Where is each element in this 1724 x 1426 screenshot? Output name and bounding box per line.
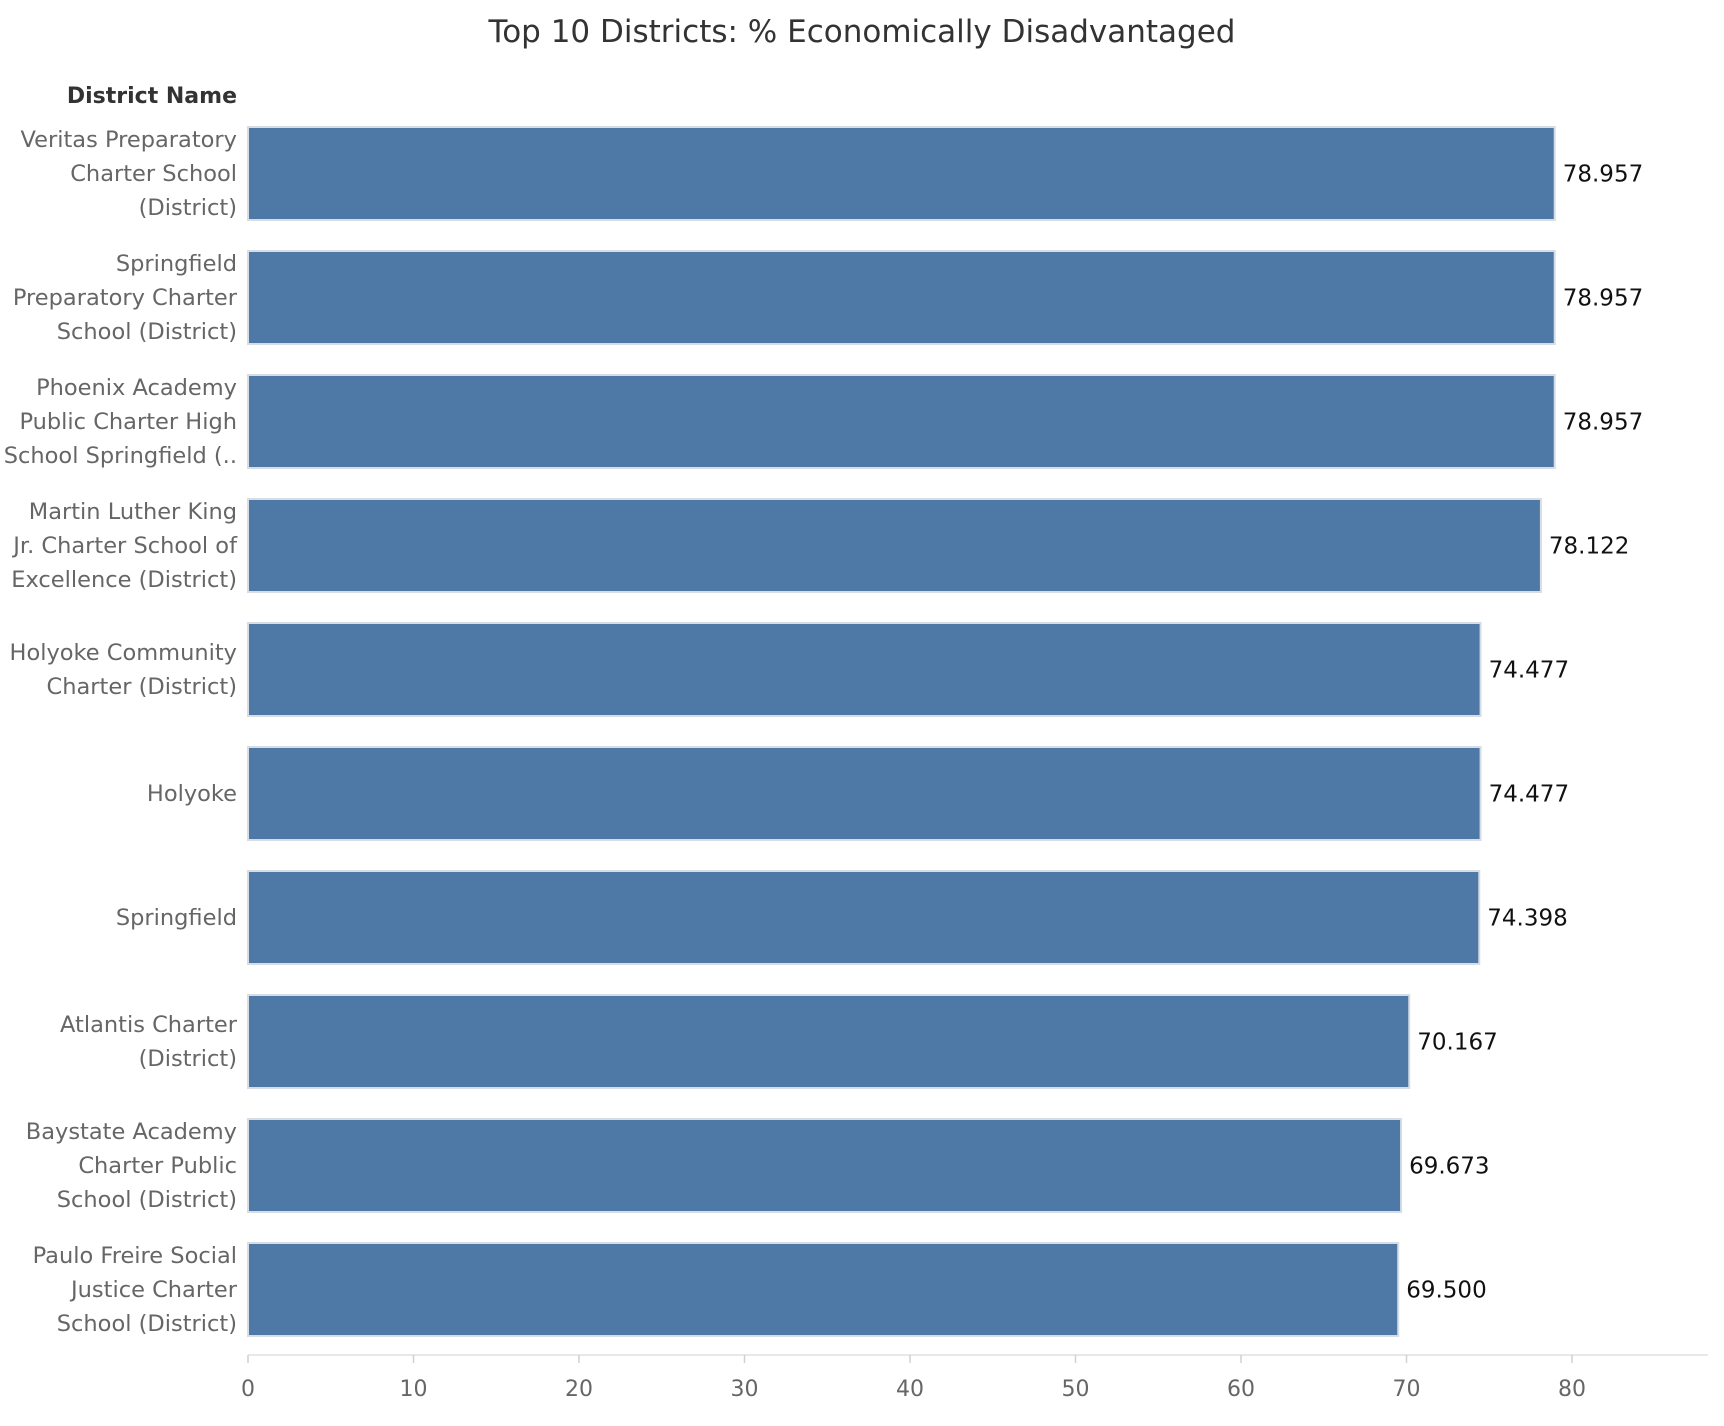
category-label-line: Holyoke: [146, 780, 237, 807]
category-label: Phoenix Academy Public Charter High School…: [2, 375, 237, 469]
chart-title: Top 10 Districts: % Economically Disadva…: [488, 14, 1236, 50]
category-label-line: (District): [138, 194, 237, 221]
category-label-line: Martin Luther King: [28, 498, 237, 525]
x-tick-label: 80: [1558, 1377, 1586, 1402]
category-label-line: School (District): [56, 1186, 237, 1213]
x-tick-label: 40: [896, 1377, 924, 1402]
bar[interactable]: [247, 1242, 1400, 1337]
category-label: Paulo Freire Social Justice Charter School…: [2, 1243, 237, 1337]
category-label: Baystate Academy Charter Public School (Di…: [2, 1119, 237, 1213]
x-tick-label: 50: [1062, 1377, 1090, 1402]
category-label-line: Charter Public: [78, 1152, 237, 1179]
category-label-line: Charter School: [70, 160, 237, 187]
bar[interactable]: [247, 622, 1482, 717]
x-tick-label: 10: [400, 1377, 428, 1402]
bar[interactable]: [247, 994, 1411, 1089]
category-label-line: Springfield: [115, 904, 237, 931]
category-label-line: Springfield: [115, 250, 237, 277]
category-label-line: Phoenix Academy: [36, 374, 237, 401]
category-label: Springfield: [2, 871, 237, 964]
category-label-line: School Springfield (..: [3, 442, 237, 469]
category-label: Atlantis Charter (District): [2, 995, 237, 1088]
category-label: Veritas Preparatory Charter School (Distri…: [2, 127, 237, 221]
category-label-line: School (District): [56, 318, 237, 345]
x-tick-label: 0: [241, 1377, 255, 1402]
category-label-line: Paulo Freire Social: [32, 1242, 237, 1269]
category-label-line: Holyoke Community: [9, 639, 237, 666]
x-tick-label: 70: [1393, 1377, 1421, 1402]
value-label: 74.398: [1487, 906, 1567, 932]
x-tick-label: 30: [731, 1377, 759, 1402]
value-label: 78.957: [1563, 162, 1643, 188]
category-label: Holyoke: [2, 747, 237, 840]
category-label-line: Veritas Preparatory: [20, 126, 237, 153]
category-label-line: (District): [138, 1045, 237, 1072]
bar[interactable]: [247, 126, 1556, 221]
category-label-line: Baystate Academy: [25, 1118, 237, 1145]
value-label: 69.500: [1406, 1278, 1486, 1304]
value-label: 74.477: [1489, 658, 1569, 684]
category-label-line: Excellence (District): [11, 566, 237, 593]
category-label-line: Jr. Charter School of: [13, 532, 237, 559]
x-tick-label: 60: [1227, 1377, 1255, 1402]
value-label: 78.957: [1563, 410, 1643, 436]
row-header: District Name: [66, 84, 237, 109]
value-label: 78.957: [1563, 286, 1643, 312]
category-label-line: Justice Charter: [71, 1276, 237, 1303]
bar[interactable]: [247, 746, 1482, 841]
value-label: 69.673: [1409, 1154, 1489, 1180]
category-label: Holyoke Community Charter (District): [2, 623, 237, 716]
bar[interactable]: [247, 1118, 1403, 1213]
category-label-line: School (District): [56, 1310, 237, 1337]
category-label: Springfield Preparatory Charter School (Di…: [2, 251, 237, 345]
category-label-line: Public Charter High: [19, 408, 237, 435]
value-label: 78.122: [1549, 534, 1629, 560]
category-label: Martin Luther King Jr. Charter School of E…: [2, 499, 237, 593]
category-label-line: Atlantis Charter: [60, 1011, 237, 1038]
bar[interactable]: [247, 374, 1556, 469]
bar[interactable]: [247, 250, 1556, 345]
category-label-line: Preparatory Charter: [12, 284, 237, 311]
value-label: 74.477: [1489, 782, 1569, 808]
bar[interactable]: [247, 498, 1542, 593]
category-label-line: Charter (District): [46, 673, 237, 700]
value-label: 70.167: [1417, 1030, 1497, 1056]
bar[interactable]: [247, 870, 1481, 965]
x-tick-label: 20: [565, 1377, 593, 1402]
